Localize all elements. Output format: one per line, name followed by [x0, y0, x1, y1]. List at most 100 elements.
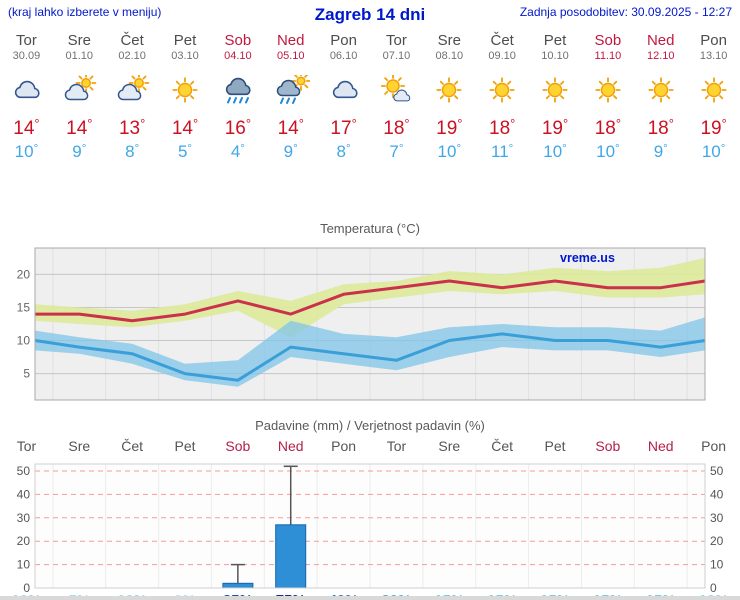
partly-cloudy-icon — [53, 75, 106, 105]
sunny-icon — [423, 75, 476, 105]
precip-day-label: Sre — [68, 438, 91, 454]
precip-day-label: Ned — [277, 438, 304, 454]
high-temp: 17° — [330, 116, 357, 139]
header: (kraj lahko izberete v meniju) Zagreb 14… — [0, 0, 740, 25]
sunny-icon — [581, 75, 634, 105]
precip-day-label: Sre — [438, 438, 461, 454]
precip-day-label: Čet — [491, 438, 514, 454]
day-date: 30.09 — [12, 50, 41, 62]
watermark-link[interactable]: vreme.us — [560, 251, 615, 265]
temperature-chart: 5 10 15 20 vreme.us — [17, 247, 706, 401]
precip-day-label: Ned — [647, 438, 674, 454]
day-name: Tor — [16, 32, 37, 49]
svg-text:0: 0 — [710, 581, 717, 592]
day-name: Čet — [490, 32, 514, 49]
day-column-12.10: Ned 12.10 18° 9° — [634, 32, 687, 161]
precipitation-chart: 0 0 10 10 20 20 30 30 40 40 50 50 — [17, 463, 724, 592]
low-temp: 4° — [230, 142, 245, 161]
high-temp: 18° — [594, 116, 622, 139]
svg-text:30: 30 — [17, 511, 31, 525]
day-date: 05.10 — [276, 50, 305, 62]
high-temp: 18° — [647, 116, 674, 139]
svg-text:20: 20 — [17, 534, 31, 548]
svg-text:10: 10 — [17, 334, 31, 348]
high-temp: 18° — [383, 116, 410, 139]
low-temp: 8° — [125, 142, 140, 161]
svg-text:10: 10 — [17, 558, 31, 572]
day-column-04.10: Sob 04.10 16° 4° — [211, 32, 264, 161]
temperature-chart-title: Temperatura (°C) — [320, 221, 420, 236]
sunny-icon — [159, 75, 212, 105]
day-date: 01.10 — [65, 50, 94, 62]
high-temp: 13° — [118, 116, 146, 139]
day-column-03.10: Pet 03.10 14° 5° — [159, 32, 212, 161]
precip-day-label: Tor — [16, 438, 37, 454]
low-temp: 7° — [389, 142, 404, 161]
precip-day-label: Tor — [386, 438, 407, 454]
footer-strip — [0, 596, 740, 600]
low-temp: 9° — [72, 142, 87, 161]
high-temp: 14° — [66, 116, 93, 139]
precip-day-label: Pet — [174, 438, 196, 454]
day-name: Tor — [386, 32, 407, 49]
day-column-09.10: Čet 09.10 18° 11° — [476, 32, 529, 161]
partly-cloudy-icon — [106, 75, 159, 105]
svg-text:5: 5 — [23, 367, 30, 381]
precip-bar — [222, 582, 254, 589]
sunny-icon — [634, 75, 687, 105]
sunny-icon — [476, 75, 529, 105]
day-name: Sre — [437, 32, 461, 49]
precip-day-label: Sob — [225, 438, 251, 454]
precip-day-label: Pon — [331, 438, 357, 454]
day-column-06.10: Pon 06.10 17° 8° — [317, 32, 370, 161]
day-name: Pon — [700, 32, 727, 49]
day-column-02.10: Čet 02.10 13° 8° — [106, 32, 159, 161]
page-title: Zagreb 14 dni — [314, 5, 426, 24]
high-temp: 19° — [436, 116, 463, 139]
day-name: Čet — [120, 32, 144, 49]
low-temp: 5° — [177, 142, 193, 161]
high-temp: 14° — [277, 116, 304, 139]
low-temp: 9° — [653, 142, 668, 161]
svg-text:50: 50 — [17, 464, 31, 478]
svg-text:0: 0 — [23, 581, 30, 592]
svg-text:40: 40 — [710, 487, 724, 501]
low-temp: 10° — [596, 142, 620, 161]
svg-text:15: 15 — [17, 301, 31, 315]
low-temp: 10° — [543, 142, 567, 161]
precip-day-label: Pet — [544, 438, 566, 454]
svg-text:10: 10 — [710, 558, 724, 572]
day-name: Ned — [276, 32, 305, 49]
cloudy-icon — [0, 75, 53, 105]
day-date: 04.10 — [224, 50, 252, 62]
low-temp: 10° — [437, 142, 462, 161]
day-name: Sob — [224, 32, 252, 49]
precip-day-label: Sob — [595, 438, 621, 454]
day-column-08.10: Sre 08.10 19° 10° — [423, 32, 476, 161]
max-temperature-line — [35, 279, 706, 323]
high-temp: 18° — [489, 116, 516, 139]
high-temp: 19° — [700, 116, 727, 139]
precip-day-label: Čet — [121, 438, 144, 454]
day-date: 12.10 — [646, 50, 675, 62]
day-name: Pet — [173, 32, 197, 49]
rain-icon — [211, 75, 264, 105]
day-date: 02.10 — [118, 50, 146, 62]
precip-day-labels-row: Tor Sre Čet Pet Sob Ned Pon Tor Sre Čet Pet Sob Ned P… — [0, 438, 740, 454]
min-temperature-line — [34, 332, 706, 382]
day-date: 11.10 — [594, 50, 622, 62]
svg-text:20: 20 — [710, 534, 724, 548]
day-column-30.09: Tor 30.09 14° 10° — [0, 32, 53, 161]
high-temp: 16° — [224, 116, 252, 139]
cloudy-icon — [317, 75, 370, 105]
precip-day-label: Pon — [701, 438, 727, 454]
day-name: Sre — [67, 32, 91, 49]
low-temp: 9° — [283, 142, 298, 161]
day-column-01.10: Sre 01.10 14° 9° — [53, 32, 106, 161]
sun-rain-icon — [264, 75, 317, 105]
svg-text:50: 50 — [710, 464, 724, 478]
day-name: Pon — [330, 32, 357, 49]
day-column-05.10: Ned 05.10 14° 9° — [264, 32, 317, 161]
low-temp: 8° — [336, 142, 351, 161]
